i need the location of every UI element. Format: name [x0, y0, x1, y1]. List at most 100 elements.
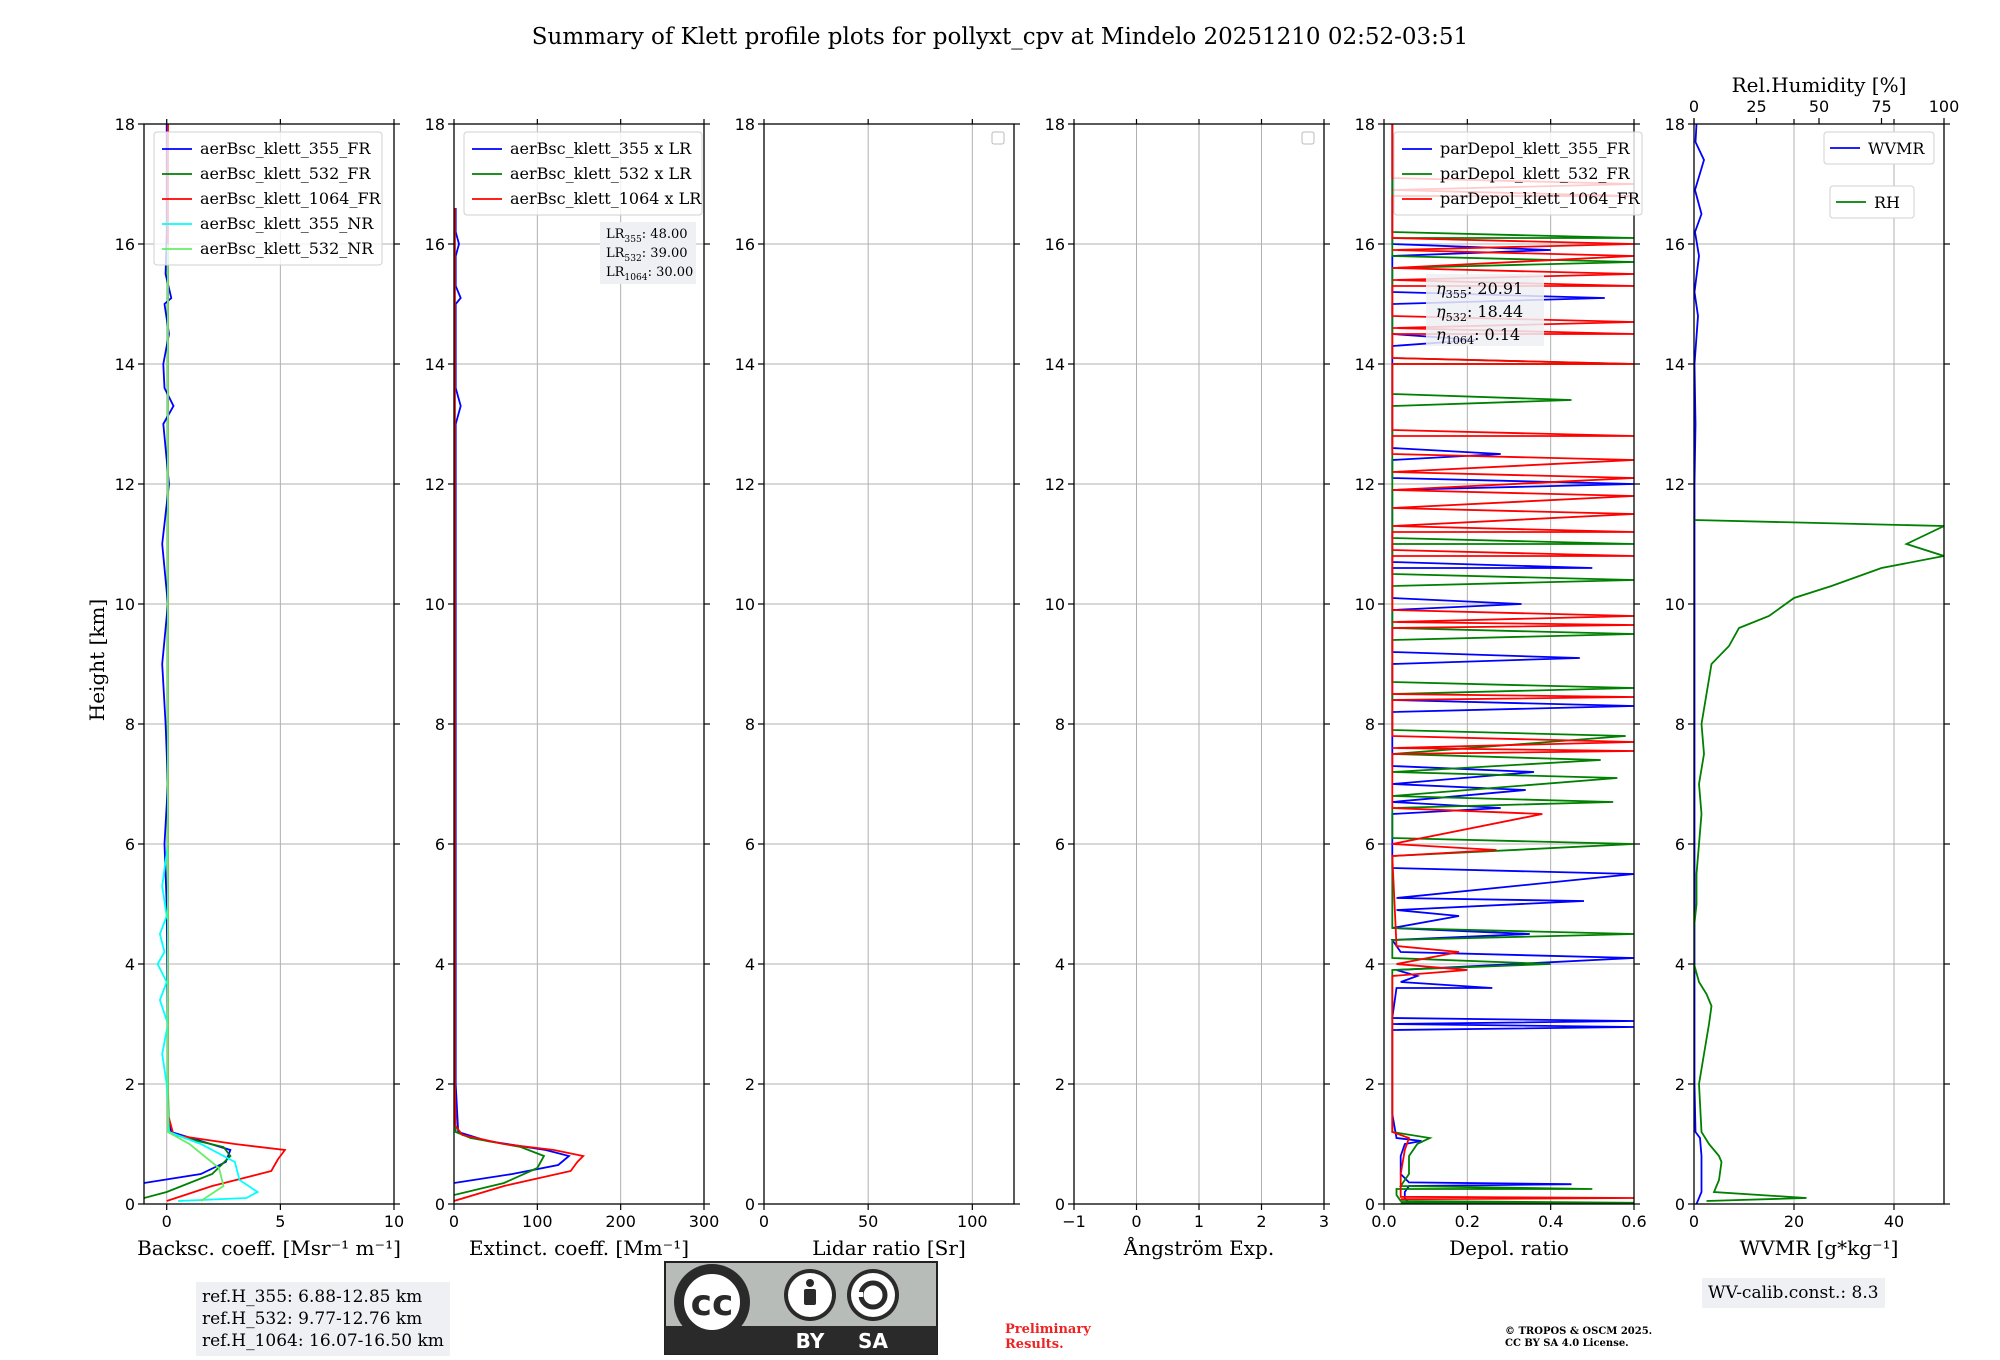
- legend-label: aerBsc_klett_1064_FR: [200, 189, 382, 208]
- series-line-aerBsc_klett_355 x LR: [454, 208, 571, 1184]
- eta-annotation-label: η532: 18.44: [1436, 302, 1523, 324]
- cc-by-label: BY: [796, 1329, 825, 1353]
- copyright-line-1: © TROPOS & OSCM 2025.: [1505, 1326, 1653, 1337]
- y-tick-label: 0: [1365, 1195, 1375, 1214]
- y-tick-label: 18: [735, 115, 755, 134]
- y-tick-label: 2: [745, 1075, 755, 1094]
- y-tick-label: 6: [1055, 835, 1065, 854]
- eta-annotation-label: η1064: 0.14: [1436, 325, 1520, 347]
- cc-logo-text: cc: [691, 1283, 734, 1324]
- y-tick-label: 4: [1675, 955, 1685, 974]
- y-tick-label: 4: [745, 955, 755, 974]
- axes-frame: [143, 123, 395, 1205]
- y-tick-label: 6: [1675, 835, 1685, 854]
- chart-panel-backscatter: 0 5 10 0 2 4 6 8 10 12 14 16 18 Backsc. coeff. [Msr⁻¹…: [115, 115, 405, 1260]
- series-line-aerBsc_klett_355_FR: [144, 124, 232, 1184]
- series-line-aerBsc_klett_532_FR: [144, 124, 232, 1199]
- x-tick-label: 50: [858, 1212, 878, 1231]
- x-tick-label: 0.0: [1371, 1212, 1396, 1231]
- y-tick-label: 6: [1365, 835, 1375, 854]
- x-tick-label: 0: [1689, 1212, 1699, 1231]
- y-tick-label: 12: [425, 475, 445, 494]
- y-tick-label: 0: [435, 1195, 445, 1214]
- chart-panel-extinction: 0 100 200 300 0 2 4 6 8 10 12 14 16 18 Extinct. coeff.…: [425, 115, 720, 1260]
- y-tick-label: 14: [735, 355, 755, 374]
- legend-label: WVMR: [1868, 139, 1925, 158]
- legend-box: [1823, 131, 1935, 165]
- preliminary-note: Preliminary Results.: [1005, 1322, 1091, 1352]
- y-tick-label: 10: [1665, 595, 1685, 614]
- y-tick-label: 16: [735, 235, 755, 254]
- ref-height-532: ref.H_532: 9.77-12.76 km: [202, 1309, 423, 1329]
- x-axis-label: Ångström Exp.: [1123, 1235, 1274, 1260]
- y-tick-label: 16: [115, 235, 135, 254]
- y-tick-label: 18: [1045, 115, 1065, 134]
- x-tick-label: 200: [605, 1212, 636, 1231]
- lr-annotation-label: LR532: 39.00: [606, 246, 688, 264]
- axes-frame: [1383, 123, 1635, 1205]
- y-tick-label: 2: [1055, 1075, 1065, 1094]
- y-tick-label: 10: [1355, 595, 1375, 614]
- legend-label: parDepol_klett_355_FR: [1440, 139, 1631, 158]
- y-tick-label: 4: [125, 955, 135, 974]
- x-tick-label: 0.4: [1538, 1212, 1563, 1231]
- y-tick-label: 0: [125, 1195, 135, 1214]
- x-tick-label: 0: [759, 1212, 769, 1231]
- legend-box: [1393, 131, 1643, 216]
- series-line-aerBsc_klett_355_NR: [156, 843, 260, 1202]
- y-tick-label: 6: [125, 835, 135, 854]
- top-x-tick-label: 100: [1929, 97, 1960, 116]
- x-tick-label: 0.2: [1455, 1212, 1480, 1231]
- cc-sa-label: SA: [858, 1329, 888, 1353]
- x-tick-label: 20: [1784, 1212, 1804, 1231]
- legend-box: [463, 131, 703, 216]
- y-tick-label: 10: [1045, 595, 1065, 614]
- y-tick-label: 6: [435, 835, 445, 854]
- x-tick-label: 0: [449, 1212, 459, 1231]
- preliminary-line-1: Preliminary: [1005, 1322, 1091, 1337]
- x-axis-label: Backsc. coeff. [Msr⁻¹ m⁻¹]: [137, 1236, 401, 1260]
- y-tick-label: 14: [115, 355, 135, 374]
- reference-height-box: ref.H_355: 6.88-12.85 km ref.H_532: 9.77…: [196, 1282, 450, 1356]
- legend-box: [153, 131, 383, 266]
- copyright-note: © TROPOS & OSCM 2025. CC BY SA 4.0 Licen…: [1505, 1326, 1652, 1350]
- y-axis-label: Height [km]: [85, 599, 109, 721]
- top-x-tick-label: 0: [1689, 97, 1699, 116]
- y-tick-label: 18: [1355, 115, 1375, 134]
- y-tick-label: 2: [1365, 1075, 1375, 1094]
- y-tick-label: 2: [1675, 1075, 1685, 1094]
- chart-panel-wvmr: 0 20 40 0 2 4 6 8 10 12 14 16 18 WVMR [g*kg⁻¹] 0 25 50 75…: [1665, 73, 1960, 1260]
- x-axis-label: Extinct. coeff. [Mm⁻¹]: [469, 1236, 689, 1260]
- series-line-aerBsc_klett_532_NR: [166, 244, 225, 1202]
- axes-frame: [763, 123, 1015, 1205]
- y-tick-label: 18: [425, 115, 445, 134]
- series-line-RH: [1694, 519, 1944, 1202]
- y-tick-label: 18: [115, 115, 135, 134]
- series-line-aerBsc_klett_532 x LR: [454, 208, 546, 1196]
- share-alike-icon: [847, 1269, 899, 1321]
- top-x-tick-label: 50: [1809, 97, 1829, 116]
- y-tick-label: 0: [1675, 1195, 1685, 1214]
- y-tick-label: 4: [435, 955, 445, 974]
- x-tick-label: 0: [162, 1212, 172, 1231]
- legend-label: aerBsc_klett_355 x LR: [510, 139, 692, 158]
- top-x-tick-label: 75: [1871, 97, 1891, 116]
- preliminary-line-2: Results.: [1005, 1337, 1064, 1352]
- y-tick-label: 12: [1355, 475, 1375, 494]
- y-tick-label: 4: [1365, 955, 1375, 974]
- y-tick-label: 2: [125, 1075, 135, 1094]
- y-tick-label: 16: [1045, 235, 1065, 254]
- y-tick-label: 16: [1665, 235, 1685, 254]
- x-tick-label: 40: [1884, 1212, 1904, 1231]
- y-tick-label: 8: [1365, 715, 1375, 734]
- series-line-aerBsc_klett_1064 x LR: [454, 208, 586, 1202]
- y-tick-label: 12: [1665, 475, 1685, 494]
- y-tick-label: 0: [1055, 1195, 1065, 1214]
- legend-label: aerBsc_klett_532 x LR: [510, 164, 692, 183]
- ref-height-355: ref.H_355: 6.88-12.85 km: [202, 1287, 423, 1307]
- y-tick-label: 12: [735, 475, 755, 494]
- y-tick-label: 10: [115, 595, 135, 614]
